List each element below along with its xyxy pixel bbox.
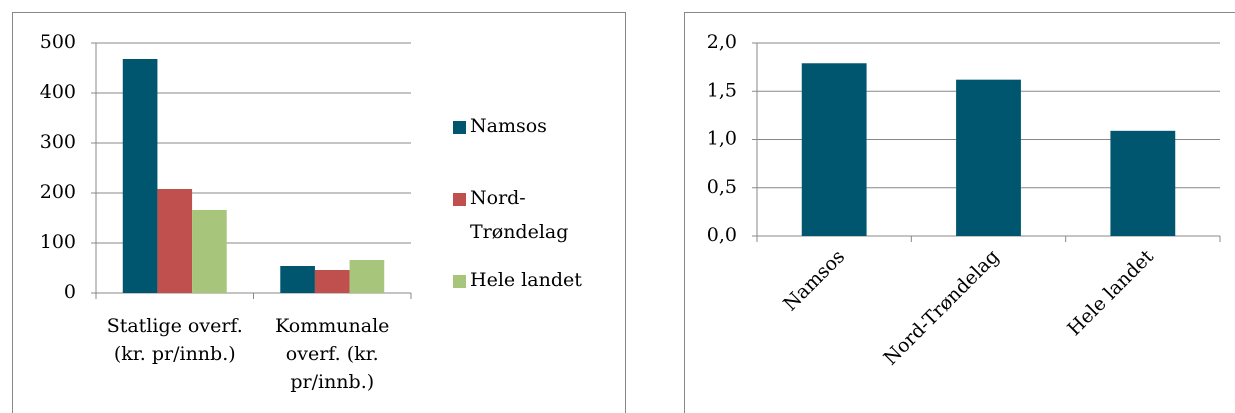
bar: [280, 266, 315, 293]
y-tick-label: 0,0: [707, 224, 737, 246]
bar: [956, 79, 1021, 236]
bar: [122, 59, 158, 293]
y-tick-label: 1,0: [707, 128, 737, 150]
legend-label: Namsos: [470, 115, 547, 137]
y-tick-label: 1,5: [707, 79, 737, 101]
y-tick-label: 400: [40, 81, 76, 103]
legend-label: Nord- Trøndelag: [470, 187, 568, 243]
y-tick-label: 0,5: [707, 176, 737, 198]
y-tick-label: 100: [40, 231, 76, 253]
legend-swatch: [453, 275, 466, 288]
legend-label-line: Nord-: [470, 187, 526, 209]
bar: [1110, 130, 1176, 236]
y-tick-label: 0: [64, 281, 76, 303]
x-tick-label: overf. (kr.: [286, 343, 379, 365]
bar: [157, 189, 193, 293]
bar: [192, 210, 227, 293]
y-tick-label: 2,0: [707, 31, 737, 53]
x-tick-label: (kr. pr/innb.): [114, 343, 236, 365]
bar: [349, 260, 385, 293]
chart-frame: [12, 12, 626, 413]
y-tick-label: 200: [40, 181, 76, 203]
bar: [801, 63, 867, 236]
x-tick-label: pr/innb.): [290, 371, 374, 393]
bar: [314, 270, 350, 293]
x-tick-label: Kommunale: [275, 315, 389, 337]
legend-swatch: [453, 193, 466, 206]
y-tick-label: 500: [40, 31, 76, 53]
x-tick-label: Statlige overf.: [107, 315, 243, 337]
legend-label-line: Trøndelag: [470, 221, 568, 243]
legend-swatch: [453, 121, 466, 134]
y-tick-label: 300: [40, 131, 76, 153]
legend-label: Hele landet: [470, 269, 582, 291]
